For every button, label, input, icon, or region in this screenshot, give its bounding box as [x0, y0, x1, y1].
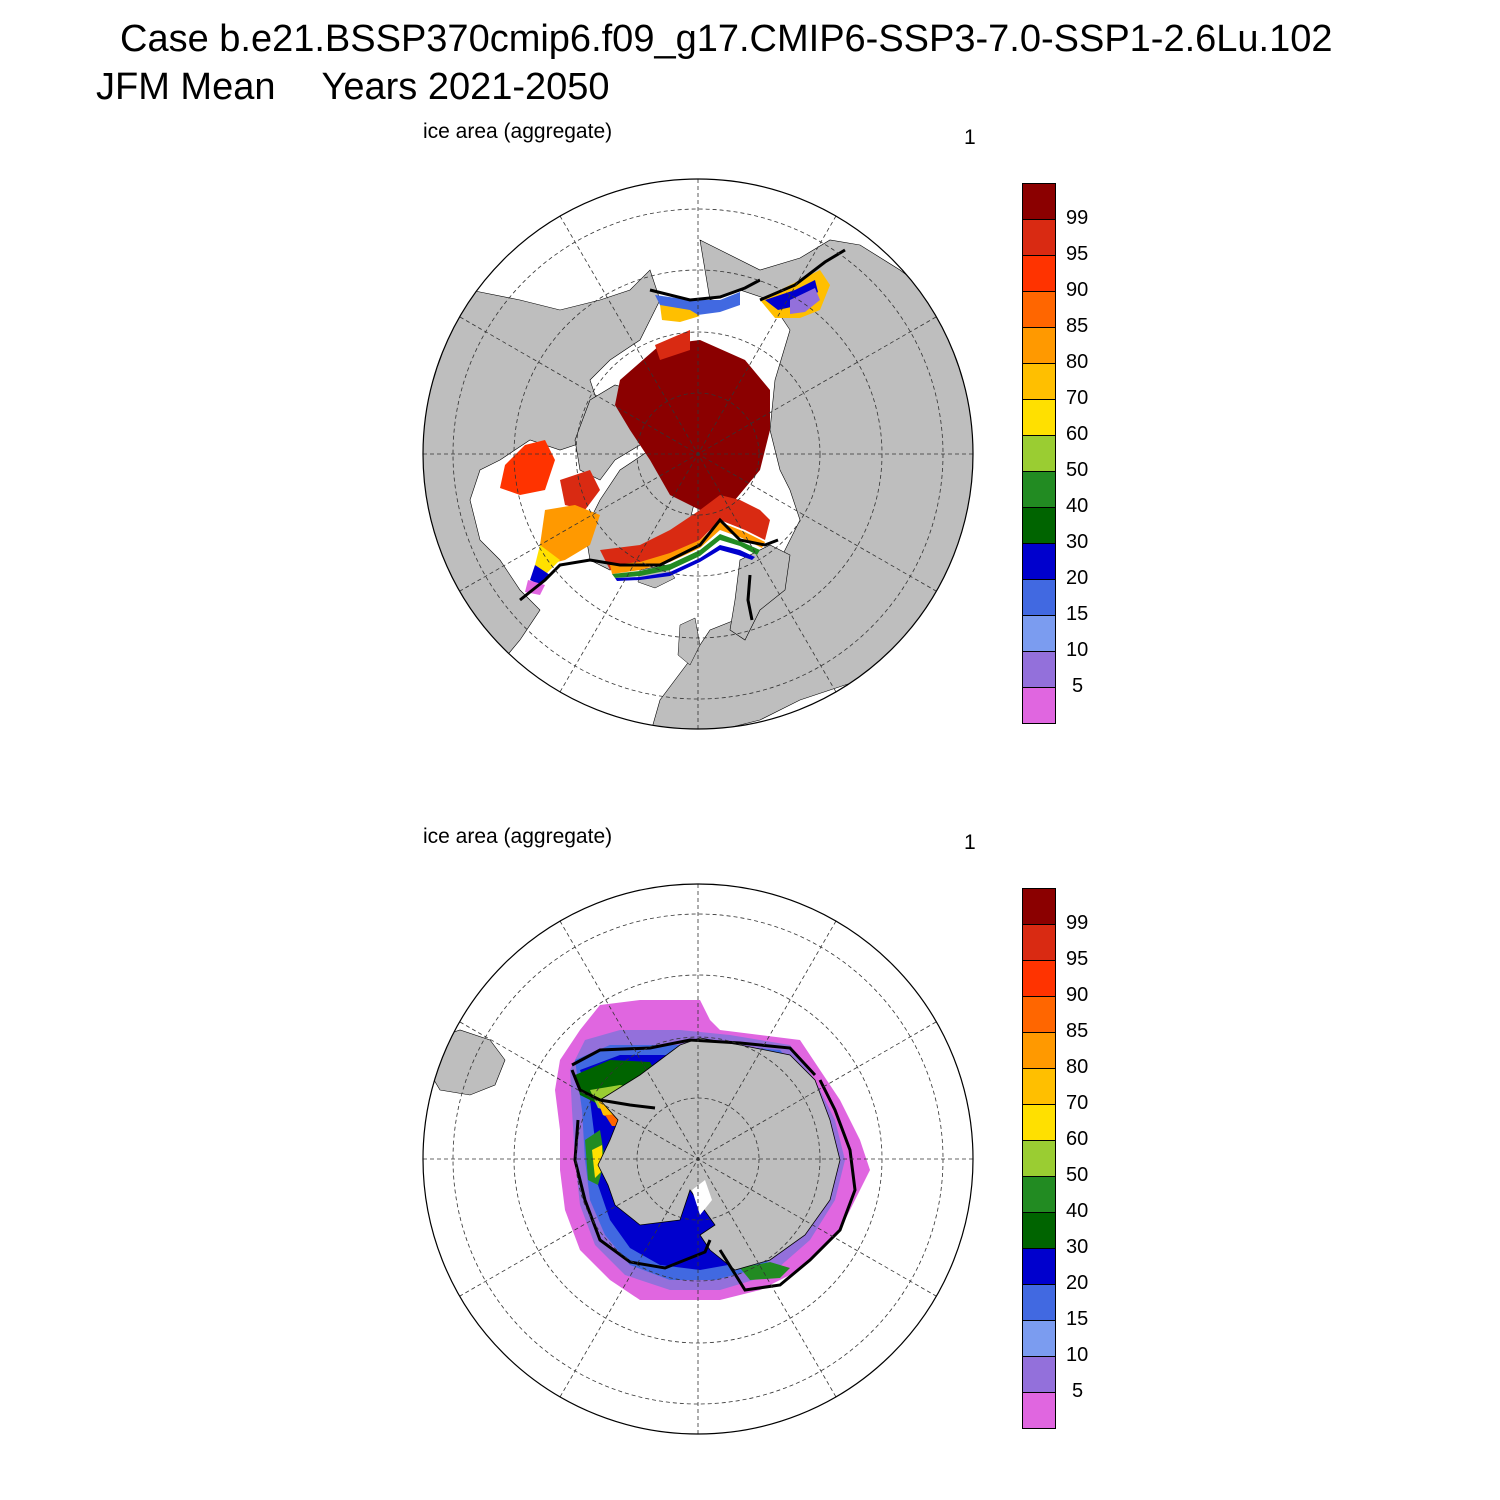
south-colorbar-swatch [1022, 924, 1056, 961]
south-colorbar-swatch [1022, 1284, 1056, 1321]
north-colorbar-label: 99 [1066, 207, 1089, 229]
south-colorbar-swatch [1022, 1248, 1056, 1285]
south-colorbar-swatch [1022, 1356, 1056, 1393]
north-colorbar-swatch [1022, 255, 1056, 292]
north-colorbar-label: 30 [1066, 531, 1089, 553]
south-colorbar-swatch [1022, 1068, 1056, 1105]
south-colorbar-label: 90 [1066, 984, 1089, 1006]
north-colorbar-label: 20 [1066, 567, 1089, 589]
north-colorbar-swatch [1022, 399, 1056, 436]
south-colorbar-swatch [1022, 1104, 1056, 1141]
south-colorbar-label: 70 [1066, 1092, 1089, 1114]
observed-edge-north-3 [519, 517, 779, 602]
south-colorbar-label: 60 [1066, 1128, 1089, 1150]
south-colorbar-label: 99 [1066, 912, 1089, 934]
north-colorbar-label: 40 [1066, 495, 1089, 517]
north-colorbar-swatch [1022, 183, 1056, 220]
south-colorbar-label: 85 [1066, 1020, 1089, 1042]
barents-ice-edge [600, 495, 770, 570]
observed-edge-south-4 [718, 1079, 857, 1292]
observed-edge-north-1 [649, 278, 761, 302]
south-colorbar-label: 10 [1066, 1344, 1089, 1366]
south-colorbar-swatch [1022, 1212, 1056, 1249]
north-colorbar-swatch [1022, 507, 1056, 544]
years-label: Years 2021-2050 [321, 66, 610, 108]
north-colorbar-swatch [1022, 435, 1056, 472]
north-colorbar-label: 95 [1066, 243, 1089, 265]
north-colorbar-label: 80 [1066, 351, 1089, 373]
south-colorbar-label: 30 [1066, 1236, 1089, 1258]
south-colorbar-swatch [1022, 996, 1056, 1033]
south-colorbar-swatch [1022, 1320, 1056, 1357]
arctic-pack-ice [615, 340, 770, 510]
observed-edge-south-3 [573, 1119, 712, 1270]
observed-edge-north-2 [759, 248, 846, 302]
observed-edge-south-1 [571, 1038, 817, 1077]
north-graticule [423, 179, 973, 729]
south-panel-title: ice area (aggregate) [423, 825, 613, 848]
north-colorbar-label: 70 [1066, 387, 1089, 409]
south-panel-number: 1 [964, 831, 976, 854]
south-polar-map [422, 883, 974, 1435]
north-colorbar-swatch [1022, 291, 1056, 328]
north-colorbar-label: 5 [1072, 675, 1084, 697]
season-label: JFM Mean [96, 66, 276, 108]
south-colorbar-label: 5 [1072, 1380, 1084, 1402]
north-colorbar-swatch [1022, 363, 1056, 400]
antarctica-land [597, 1037, 841, 1271]
north-colorbar-label: 60 [1066, 423, 1089, 445]
south-colorbar-swatch [1022, 960, 1056, 997]
north-colorbar-swatch [1022, 327, 1056, 364]
north-panel-title: ice area (aggregate) [423, 120, 613, 143]
south-colorbar-swatch [1022, 1392, 1056, 1429]
north-colorbar-label: 15 [1066, 603, 1089, 625]
north-colorbar-swatch [1022, 687, 1056, 724]
north-colorbar-swatch [1022, 219, 1056, 256]
case-title: Case b.e21.BSSP370cmip6.f09_g17.CMIP6-SS… [120, 18, 1333, 60]
north-colorbar-swatch [1022, 543, 1056, 580]
north-polar-map [422, 178, 974, 730]
north-colorbar-label: 50 [1066, 459, 1089, 481]
south-colorbar-swatch [1022, 888, 1056, 925]
north-colorbar-swatch [1022, 579, 1056, 616]
north-colorbar-label: 10 [1066, 639, 1089, 661]
south-colorbar-label: 80 [1066, 1056, 1089, 1078]
south-colorbar-label: 20 [1066, 1272, 1089, 1294]
scandinavia-land [729, 544, 791, 641]
south-colorbar-swatch [1022, 1032, 1056, 1069]
north-colorbar-label: 85 [1066, 315, 1089, 337]
observed-edge-north-4 [746, 574, 754, 621]
south-colorbar-label: 40 [1066, 1200, 1089, 1222]
south-colorbar-label: 95 [1066, 948, 1089, 970]
period-title: JFM Mean Years 2021-2050 [96, 66, 610, 109]
north-panel-number: 1 [964, 126, 976, 149]
south-colorbar-swatch [1022, 1140, 1056, 1177]
south-colorbar-swatch [1022, 1176, 1056, 1213]
north-colorbar-label: 90 [1066, 279, 1089, 301]
south-colorbar-label: 15 [1066, 1308, 1089, 1330]
ross-sea-ice [740, 1262, 790, 1280]
north-colorbar-swatch [1022, 651, 1056, 688]
observed-edge-south-2 [570, 1069, 656, 1110]
south-graticule [423, 884, 973, 1434]
north-colorbar-swatch [1022, 615, 1056, 652]
north-colorbar-swatch [1022, 471, 1056, 508]
north-america-land [423, 269, 661, 701]
labrador-ice-edge [540, 505, 600, 565]
uk-land [677, 617, 701, 666]
south-colorbar-label: 50 [1066, 1164, 1089, 1186]
hudson-bay-ice [500, 440, 555, 495]
